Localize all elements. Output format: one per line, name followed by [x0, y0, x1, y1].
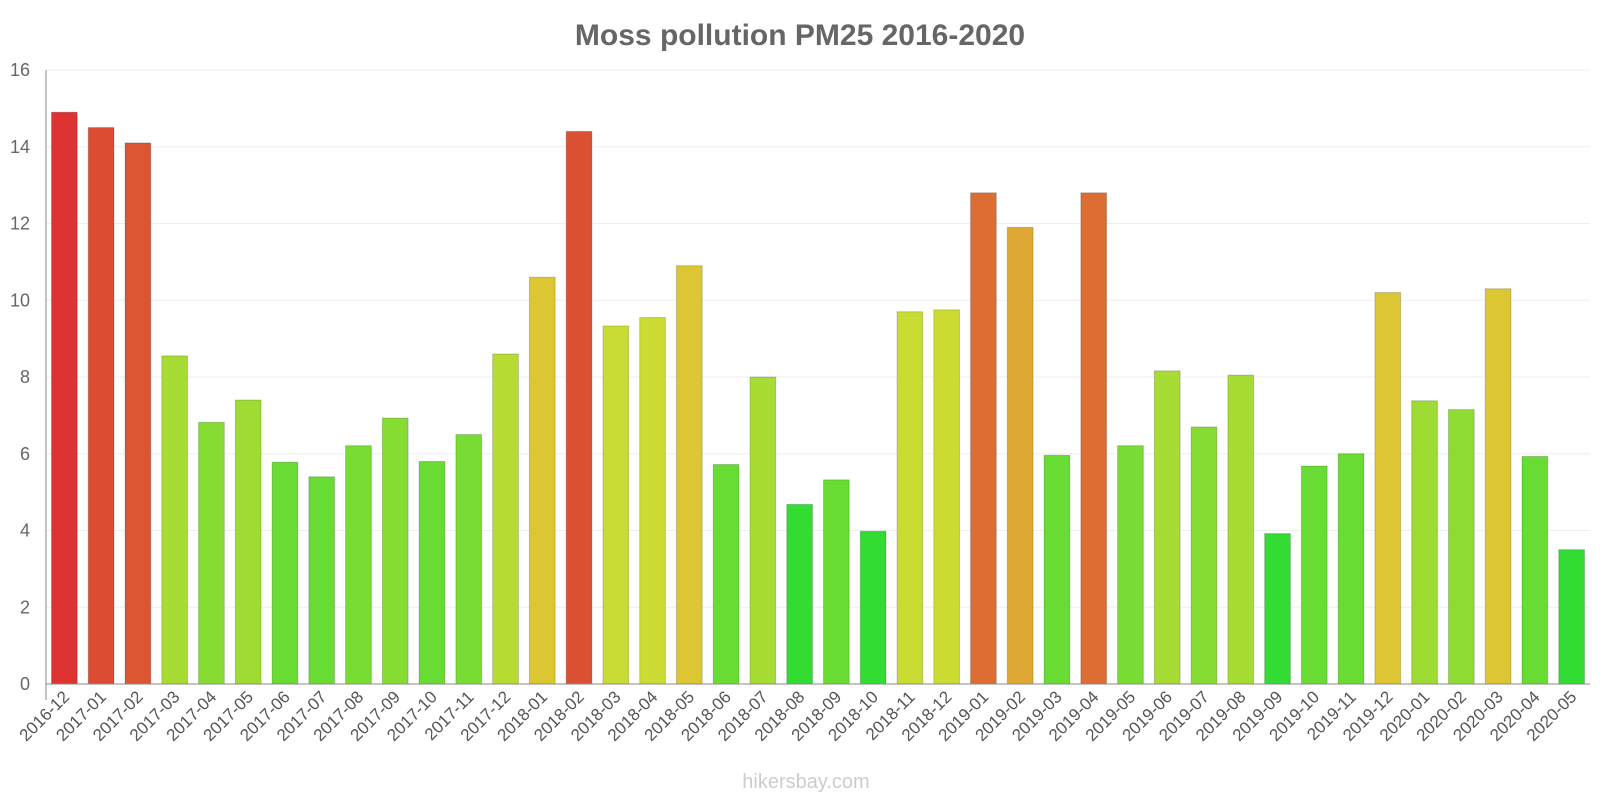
bar-2018-04[interactable] [639, 317, 666, 685]
y-tick-label: 2 [20, 597, 30, 617]
bar-2017-03[interactable] [161, 355, 189, 685]
bar-2019-04[interactable] [1080, 192, 1108, 685]
bar-2019-01[interactable] [970, 192, 997, 685]
bar-2017-11[interactable] [455, 434, 483, 685]
bar-2018-05[interactable] [675, 265, 703, 685]
bar-2017-07[interactable] [308, 476, 336, 685]
bar-2019-03[interactable] [1043, 454, 1071, 685]
bar-2018-10[interactable] [859, 530, 887, 685]
y-tick-label: 14 [10, 137, 30, 157]
bar-2017-06[interactable] [271, 461, 299, 685]
bar-2018-02[interactable] [565, 130, 593, 685]
bar-2018-01[interactable] [528, 276, 556, 685]
bar-2018-07[interactable] [749, 376, 777, 685]
bar-2020-02[interactable] [1447, 409, 1475, 685]
chart-title: Moss pollution PM25 2016-2020 [575, 19, 1025, 52]
bar-2019-08[interactable] [1227, 374, 1255, 685]
bar-2019-09[interactable] [1264, 533, 1291, 685]
bar-2020-01[interactable] [1411, 400, 1438, 685]
credit-text[interactable]: hikersbay.com [742, 771, 869, 793]
bar-2020-03[interactable] [1484, 288, 1512, 685]
y-tick-label: 10 [10, 290, 30, 310]
y-tick-label: 0 [20, 674, 30, 694]
bar-2018-12[interactable] [933, 309, 961, 685]
bar-2017-09[interactable] [381, 417, 409, 685]
bar-2018-11[interactable] [896, 311, 924, 685]
bar-2019-11[interactable] [1337, 453, 1365, 685]
bar-2017-08[interactable] [345, 445, 372, 685]
bar-2019-12[interactable] [1374, 292, 1402, 685]
bars [51, 111, 1585, 685]
bar-2017-10[interactable] [418, 460, 446, 685]
bar-2017-01[interactable] [87, 127, 115, 685]
y-tick-labels: 0 2 4 6 8 10 12 14 16 [10, 60, 30, 694]
gridlines [46, 69, 1590, 608]
bar-2019-10[interactable] [1300, 465, 1328, 685]
y-tick-label: 4 [20, 521, 30, 541]
bar-2018-06[interactable] [712, 463, 740, 685]
bar-2020-04[interactable] [1521, 455, 1549, 685]
bar-2016-12[interactable] [51, 111, 78, 685]
bar-2019-07[interactable] [1190, 426, 1218, 685]
y-tick-label: 8 [20, 367, 30, 387]
x-tick-labels: 2016-122017-012017-022017-032017-042017-… [16, 687, 1581, 745]
bar-2019-06[interactable] [1153, 370, 1181, 685]
bar-2017-02[interactable] [124, 142, 152, 685]
bar-2018-08[interactable] [786, 503, 813, 685]
bar-2020-05[interactable] [1558, 549, 1585, 685]
y-tick-label: 16 [10, 60, 30, 80]
bar-2019-05[interactable] [1117, 445, 1144, 685]
bar-2018-09[interactable] [823, 479, 850, 685]
bar-2018-03[interactable] [602, 325, 630, 685]
bar-2017-04[interactable] [198, 421, 225, 685]
y-tick-label: 12 [10, 214, 30, 234]
bar-2017-05[interactable] [234, 399, 262, 685]
y-tick-label: 6 [20, 444, 30, 464]
bar-2019-02[interactable] [1006, 226, 1034, 685]
bar-2017-12[interactable] [492, 353, 519, 685]
